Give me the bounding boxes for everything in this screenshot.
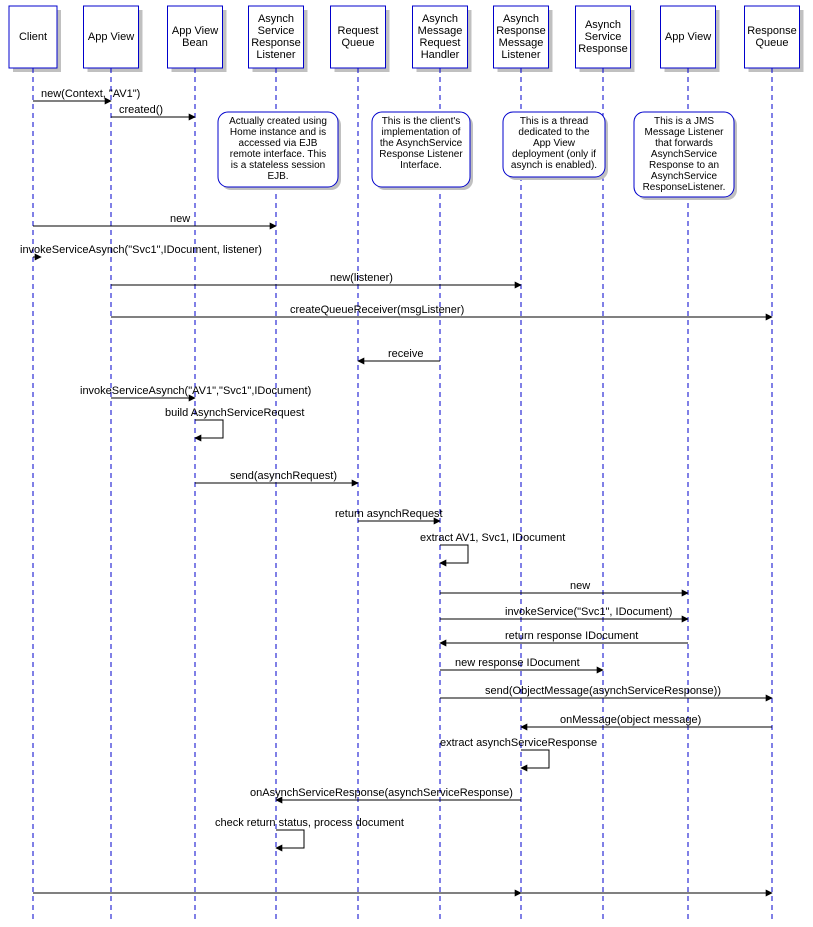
note-text: ResponseListener.	[643, 182, 726, 193]
message-label: onMessage(object message)	[560, 714, 701, 726]
message-label: check return status, process document	[215, 817, 404, 829]
note-text: remote interface. This	[230, 149, 327, 160]
message-label: send(ObjectMessage(asynchServiceResponse…	[485, 685, 721, 697]
message-label: receive	[388, 348, 423, 360]
note-text: Home instance and is	[230, 127, 326, 138]
message-label: return response IDocument	[505, 630, 638, 642]
note-text: EJB.	[267, 171, 288, 182]
message-label: new(Context, "AV1")	[41, 88, 140, 100]
note-text: App View	[533, 138, 576, 149]
note-text: deployment (only if	[512, 149, 596, 160]
note-text: AsynchService	[651, 171, 718, 182]
note-text: dedicated to the	[518, 127, 590, 138]
participant-label: App View	[88, 31, 134, 43]
participant-label: Asynch	[258, 13, 294, 25]
participant-label: Listener	[256, 49, 295, 61]
participant-label: Response	[251, 37, 301, 49]
message-label: new(listener)	[330, 272, 393, 284]
participant-label: Response	[496, 25, 546, 37]
note-text: the AsynchService	[380, 138, 463, 149]
participant-label: App View	[172, 25, 218, 37]
note-text: Actually created using	[229, 116, 327, 127]
participant-label: Message	[418, 25, 463, 37]
self-message-arrow	[195, 420, 223, 438]
message-label: send(asynchRequest)	[230, 470, 337, 482]
participant-label: Queue	[755, 37, 788, 49]
self-message-arrow	[440, 545, 468, 563]
note-text: accessed via EJB	[239, 138, 318, 149]
participant-label: Request	[420, 37, 461, 49]
note-text: Message Listener	[645, 127, 725, 138]
participant-label: Queue	[341, 37, 374, 49]
note-text: Response Listener	[379, 149, 463, 160]
message-label: return asynchRequest	[335, 508, 443, 520]
participant-label: Message	[499, 37, 544, 49]
note-text: asynch is enabled).	[511, 160, 597, 171]
participant-label: Client	[19, 31, 47, 43]
message-label: createQueueReceiver(msgListener)	[290, 304, 464, 316]
self-message-arrow	[276, 830, 304, 848]
note-text: This is a JMS	[654, 116, 714, 127]
participant-label: Bean	[182, 37, 208, 49]
message-label: new response IDocument	[455, 657, 580, 669]
participant-label: Asynch	[422, 13, 458, 25]
participant-label: Request	[338, 25, 379, 37]
message-label: created()	[119, 104, 163, 116]
note-text: This is a thread	[520, 116, 588, 127]
sequence-diagram: ClientApp ViewApp ViewBeanAsynchServiceR…	[0, 0, 813, 927]
message-label: new	[570, 580, 590, 592]
note-text: AsynchService	[651, 149, 718, 160]
note-text: implementation of	[382, 127, 461, 138]
message-label: new	[170, 213, 190, 225]
participant-label: Service	[258, 25, 295, 37]
message-label: invokeServiceAsynch("Svc1",IDocument, li…	[20, 244, 262, 256]
participant-label: Asynch	[503, 13, 539, 25]
participant-label: Handler	[421, 49, 460, 61]
note-text: Interface.	[400, 160, 442, 171]
participant-label: App View	[665, 31, 711, 43]
message-label: onAsynchServiceResponse(asynchServiceRes…	[250, 787, 513, 799]
message-label: invokeServiceAsynch("AV1","Svc1",IDocume…	[80, 385, 311, 397]
participant-label: Response	[747, 25, 797, 37]
message-label: extract AV1, Svc1, IDocument	[420, 532, 565, 544]
self-message-arrow	[521, 750, 549, 768]
note-text: This is the client's	[382, 116, 461, 127]
participant-label: Response	[578, 43, 628, 55]
participant-label: Asynch	[585, 19, 621, 31]
participant-label: Listener	[501, 49, 540, 61]
note-text: Response to an	[649, 160, 719, 171]
message-label: invokeService("Svc1", IDocument)	[505, 606, 672, 618]
note-text: that forwards	[655, 138, 713, 149]
message-label: extract asynchServiceResponse	[440, 737, 597, 749]
participant-label: Service	[585, 31, 622, 43]
note-text: is a stateless session	[231, 160, 326, 171]
message-label: build AsynchServiceRequest	[165, 407, 304, 419]
